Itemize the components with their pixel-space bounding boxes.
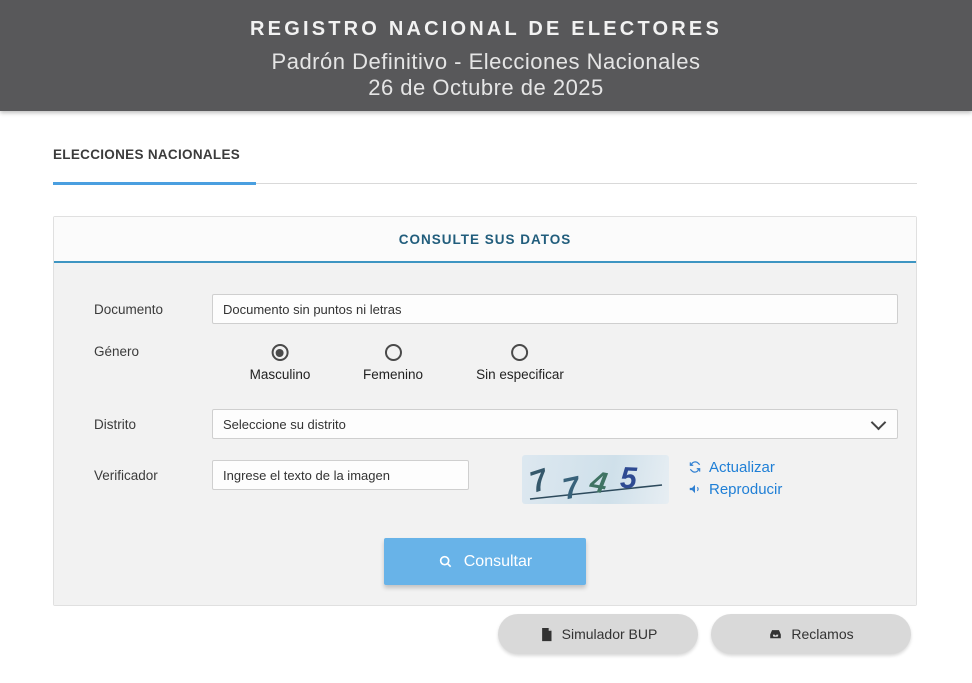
svg-text:7: 7 xyxy=(526,462,553,499)
svg-text:5: 5 xyxy=(619,461,638,495)
svg-text:4: 4 xyxy=(587,465,610,501)
svg-text:7: 7 xyxy=(560,470,584,504)
